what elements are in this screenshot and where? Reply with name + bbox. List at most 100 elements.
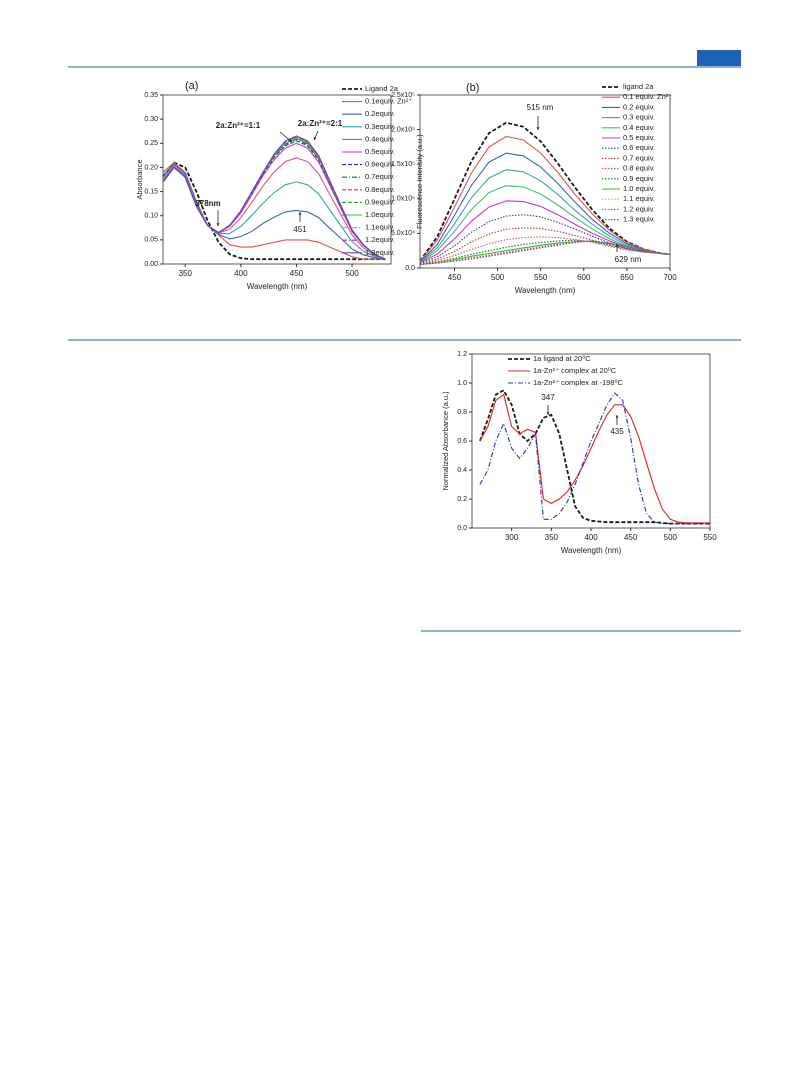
x-tick-label: 650 xyxy=(620,273,634,282)
legend-label: 1.3 equiv. xyxy=(623,215,655,224)
arrow-head xyxy=(298,212,302,215)
legend-label: 0.1equiv. Zn²⁺ xyxy=(365,97,412,106)
arrow-head xyxy=(615,415,619,418)
arrow-head xyxy=(289,139,292,142)
annotation: 378nm xyxy=(195,199,220,208)
series-line xyxy=(479,392,710,525)
legend-label: 1a-Zn²⁺ complex at -198⁰C xyxy=(533,378,623,387)
legend-label: 0.5equiv. xyxy=(365,147,395,156)
header-tab xyxy=(697,50,741,66)
y-tick-label: 0.35 xyxy=(144,92,158,99)
legend-label: 0.3 equiv. xyxy=(623,113,655,122)
y-tick-label: 1.2 xyxy=(457,351,467,358)
x-tick-label: 550 xyxy=(703,533,717,542)
annotation: 347 xyxy=(541,393,555,402)
series-line xyxy=(162,157,386,260)
y-axis-label: Fluorescence Intensity (a.u.) xyxy=(415,134,424,229)
legend-label: 0.6equiv. xyxy=(365,160,395,169)
legend-label: 0.6 equiv. xyxy=(623,143,655,152)
legend-label: 1.1equiv. xyxy=(365,223,395,232)
y-axis-label: Normalized Absorbance (a.u.) xyxy=(441,391,450,491)
legend-label: 0.9 equiv. xyxy=(623,174,655,183)
y-tick-label: 0.0 xyxy=(405,265,415,272)
arrow-head xyxy=(536,127,540,130)
x-tick-label: 600 xyxy=(577,273,591,282)
y-tick-label: 0.15 xyxy=(144,188,158,195)
y-tick-label: 0.10 xyxy=(144,213,158,220)
arrow-head xyxy=(216,223,220,226)
y-tick-label: 0.6 xyxy=(457,438,467,445)
x-tick-label: 400 xyxy=(584,533,598,542)
legend-label: 0.5 equiv. xyxy=(623,133,655,142)
series-line xyxy=(419,236,671,265)
legend-label: 1.1 equiv. xyxy=(623,194,655,203)
x-axis-label: Wavelength (nm) xyxy=(247,282,308,291)
legend-label: 1.0 equiv. xyxy=(623,184,655,193)
y-tick-label: 0.2 xyxy=(457,496,467,503)
legend-label: 0.2 equiv. xyxy=(623,102,655,111)
legend-label: 0.7 equiv. xyxy=(623,153,655,162)
annotation: 451 xyxy=(293,225,307,234)
x-tick-label: 400 xyxy=(234,269,248,278)
y-tick-label: 5.0x10⁴ xyxy=(391,230,415,237)
y-tick-label: 2.0x10⁵ xyxy=(391,126,415,133)
y-tick-label: 0.8 xyxy=(457,409,467,416)
legend-label: 1.0equiv. xyxy=(365,210,395,219)
series-line xyxy=(162,161,386,261)
panel-label: (b) xyxy=(466,82,479,94)
series-line xyxy=(162,163,386,260)
x-tick-label: 450 xyxy=(624,533,638,542)
x-tick-label: 500 xyxy=(491,273,505,282)
annotation: 2a:Zn²⁺=1:1 xyxy=(216,121,261,130)
legend-label: Ligand 2a xyxy=(365,84,399,93)
legend-label: 0.3equiv. xyxy=(365,122,395,131)
legend-label: 0.2equiv. xyxy=(365,109,395,118)
x-tick-label: 500 xyxy=(664,533,678,542)
arrow-head xyxy=(546,412,550,415)
x-tick-label: 700 xyxy=(663,273,677,282)
y-axis-label: Absorbance xyxy=(135,159,144,199)
x-axis-label: Wavelength (nm) xyxy=(515,286,576,295)
arrow-head xyxy=(313,137,317,140)
plot-frame xyxy=(162,94,392,265)
annotation: 2a:Zn²⁺=2:1 xyxy=(298,119,343,128)
arrow-head xyxy=(615,244,619,247)
annotation: 435 xyxy=(610,427,624,436)
legend-label: 1.3equiv. xyxy=(365,248,395,257)
legend-label: 1a ligand at 20⁰C xyxy=(533,354,591,363)
series-line xyxy=(419,240,671,266)
x-tick-label: 350 xyxy=(179,269,193,278)
series-line xyxy=(162,164,386,260)
legend-label: ligand 2a xyxy=(623,82,654,91)
y-tick-label: 0.05 xyxy=(144,237,158,244)
legend-label: 1a-Zn²⁺ complex at 20⁰C xyxy=(533,366,617,375)
annotation: 629 nm xyxy=(615,255,642,264)
x-tick-label: 500 xyxy=(345,269,359,278)
legend-label: 0.4 equiv. xyxy=(623,123,655,132)
y-tick-label: 0.0 xyxy=(457,525,467,532)
series-line xyxy=(479,389,710,525)
series-line xyxy=(419,240,671,266)
series-line xyxy=(419,135,671,262)
series-line xyxy=(419,152,671,263)
legend-label: 0.9equiv. xyxy=(365,197,395,206)
y-tick-label: 0.25 xyxy=(144,140,158,147)
x-tick-label: 300 xyxy=(505,533,519,542)
y-tick-label: 0.4 xyxy=(457,467,467,474)
legend-label: 1.2 equiv. xyxy=(623,204,655,213)
series-line xyxy=(419,169,671,263)
series-line xyxy=(479,393,710,524)
x-tick-label: 450 xyxy=(290,269,304,278)
x-tick-label: 350 xyxy=(545,533,559,542)
y-tick-label: 1.0 xyxy=(457,380,467,387)
x-axis-label: Wavelength (nm) xyxy=(561,546,622,555)
plot-frame xyxy=(419,94,671,269)
y-tick-label: 2.5x10⁵ xyxy=(391,92,415,99)
y-tick-label: 0.00 xyxy=(144,261,158,268)
legend-label: 0.7equiv. xyxy=(365,172,395,181)
y-tick-label: 0.20 xyxy=(144,164,158,171)
series-line xyxy=(419,240,671,266)
legend-label: 0.1 equiv. Zn²⁺ xyxy=(623,92,672,101)
